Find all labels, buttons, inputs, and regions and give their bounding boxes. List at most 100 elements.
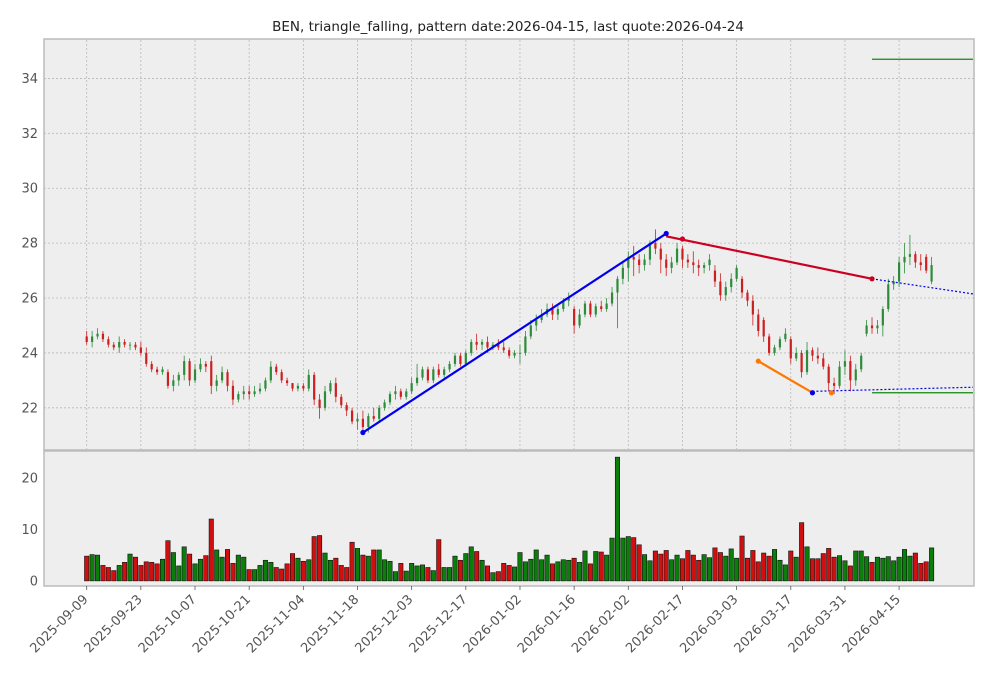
volume-bar	[690, 554, 696, 582]
candle-body	[118, 341, 121, 348]
candle-body	[681, 248, 684, 260]
candle-body	[675, 248, 679, 263]
volume-bar	[403, 570, 409, 582]
volume-bar	[571, 557, 577, 582]
candle-body	[356, 418, 359, 422]
candle-body	[85, 336, 88, 342]
candle-body	[529, 325, 532, 337]
candle-body	[703, 265, 706, 268]
volume-bar	[598, 551, 604, 582]
volume-bar	[419, 564, 425, 582]
pattern-marker	[809, 390, 816, 396]
volume-bar	[474, 551, 480, 582]
volume-bar	[484, 565, 490, 582]
price-tick-labels: 22 24 26 28 30 32 34	[21, 72, 38, 416]
volume-bar	[143, 561, 149, 582]
volume-bar	[284, 563, 290, 582]
volume-bar	[105, 567, 111, 582]
volume-bar	[371, 549, 377, 582]
volume-bar	[436, 539, 442, 582]
volume-bar	[100, 565, 106, 582]
volume-bar	[874, 556, 880, 582]
candle-body	[583, 303, 587, 315]
volume-bars	[84, 456, 935, 582]
candle-body	[638, 259, 641, 266]
candle-body	[280, 372, 283, 381]
volume-bar	[111, 570, 117, 582]
volume-bar	[414, 565, 420, 582]
candlesticks	[85, 229, 933, 433]
candle-body	[827, 366, 830, 384]
volume-bar	[257, 565, 263, 582]
candle-body	[643, 259, 646, 266]
volume-bar	[468, 546, 474, 582]
candle-body	[453, 355, 457, 364]
candle-body	[562, 300, 565, 310]
volume-bar	[869, 562, 875, 582]
candle-body	[502, 347, 505, 351]
candle-body	[350, 410, 354, 422]
candle-body	[811, 350, 814, 356]
volume-bar	[755, 561, 761, 582]
candle-body	[508, 350, 511, 356]
candle-body	[161, 369, 164, 373]
volume-bar	[246, 569, 252, 582]
volume-bar	[430, 570, 436, 582]
candle-body	[578, 314, 581, 326]
volume-bar	[647, 560, 653, 582]
volume-bar	[923, 561, 929, 582]
projection-line	[812, 386, 974, 392]
candle-body	[101, 333, 105, 340]
volume-bar	[712, 547, 718, 582]
candle-body	[361, 418, 365, 428]
candle-body	[432, 369, 435, 381]
candle-body	[242, 391, 245, 395]
candle-body	[908, 254, 912, 257]
candle-body	[231, 385, 235, 400]
candle-body	[145, 352, 148, 364]
candle-body	[627, 256, 630, 268]
volume-bar	[858, 550, 864, 582]
pattern-marker	[828, 390, 835, 396]
pattern-marker	[679, 236, 686, 242]
candle-body	[426, 369, 430, 381]
volume-bar	[891, 560, 897, 582]
volume-bar	[555, 561, 561, 582]
candle-body	[648, 243, 652, 260]
volume-bar	[777, 559, 783, 582]
volume-bar	[582, 550, 588, 582]
volume-bar	[766, 555, 772, 582]
volume-bar	[349, 541, 355, 582]
candle-body	[258, 388, 262, 392]
volume-bar	[837, 555, 843, 582]
volume-bar	[918, 563, 924, 582]
volume-bar	[880, 557, 886, 582]
candle-body	[302, 385, 305, 389]
volume-bar	[831, 556, 837, 582]
candle-body	[480, 341, 484, 345]
pattern-marker	[869, 276, 875, 282]
volume-bar	[631, 537, 637, 582]
candle-body	[551, 309, 554, 315]
volume-bar	[907, 555, 913, 582]
candle-body	[475, 341, 478, 345]
candle-body	[307, 374, 310, 389]
candle-body	[405, 391, 408, 397]
candle-body	[535, 319, 538, 326]
candle-body	[838, 366, 841, 386]
candle-body	[134, 344, 137, 348]
volume-bar	[902, 549, 908, 582]
volume-bar	[701, 554, 707, 582]
candle-body	[740, 278, 744, 293]
volume-bar	[896, 556, 902, 582]
volume-bar	[295, 557, 301, 582]
volume-bar	[658, 553, 664, 582]
candle-body	[128, 344, 132, 346]
volume-bar	[376, 549, 382, 582]
volume-bar	[642, 554, 648, 582]
volume-bar	[360, 554, 366, 582]
candle-body	[237, 394, 240, 400]
volume-bar	[577, 562, 583, 582]
volume-tick-label: 0	[30, 574, 38, 589]
